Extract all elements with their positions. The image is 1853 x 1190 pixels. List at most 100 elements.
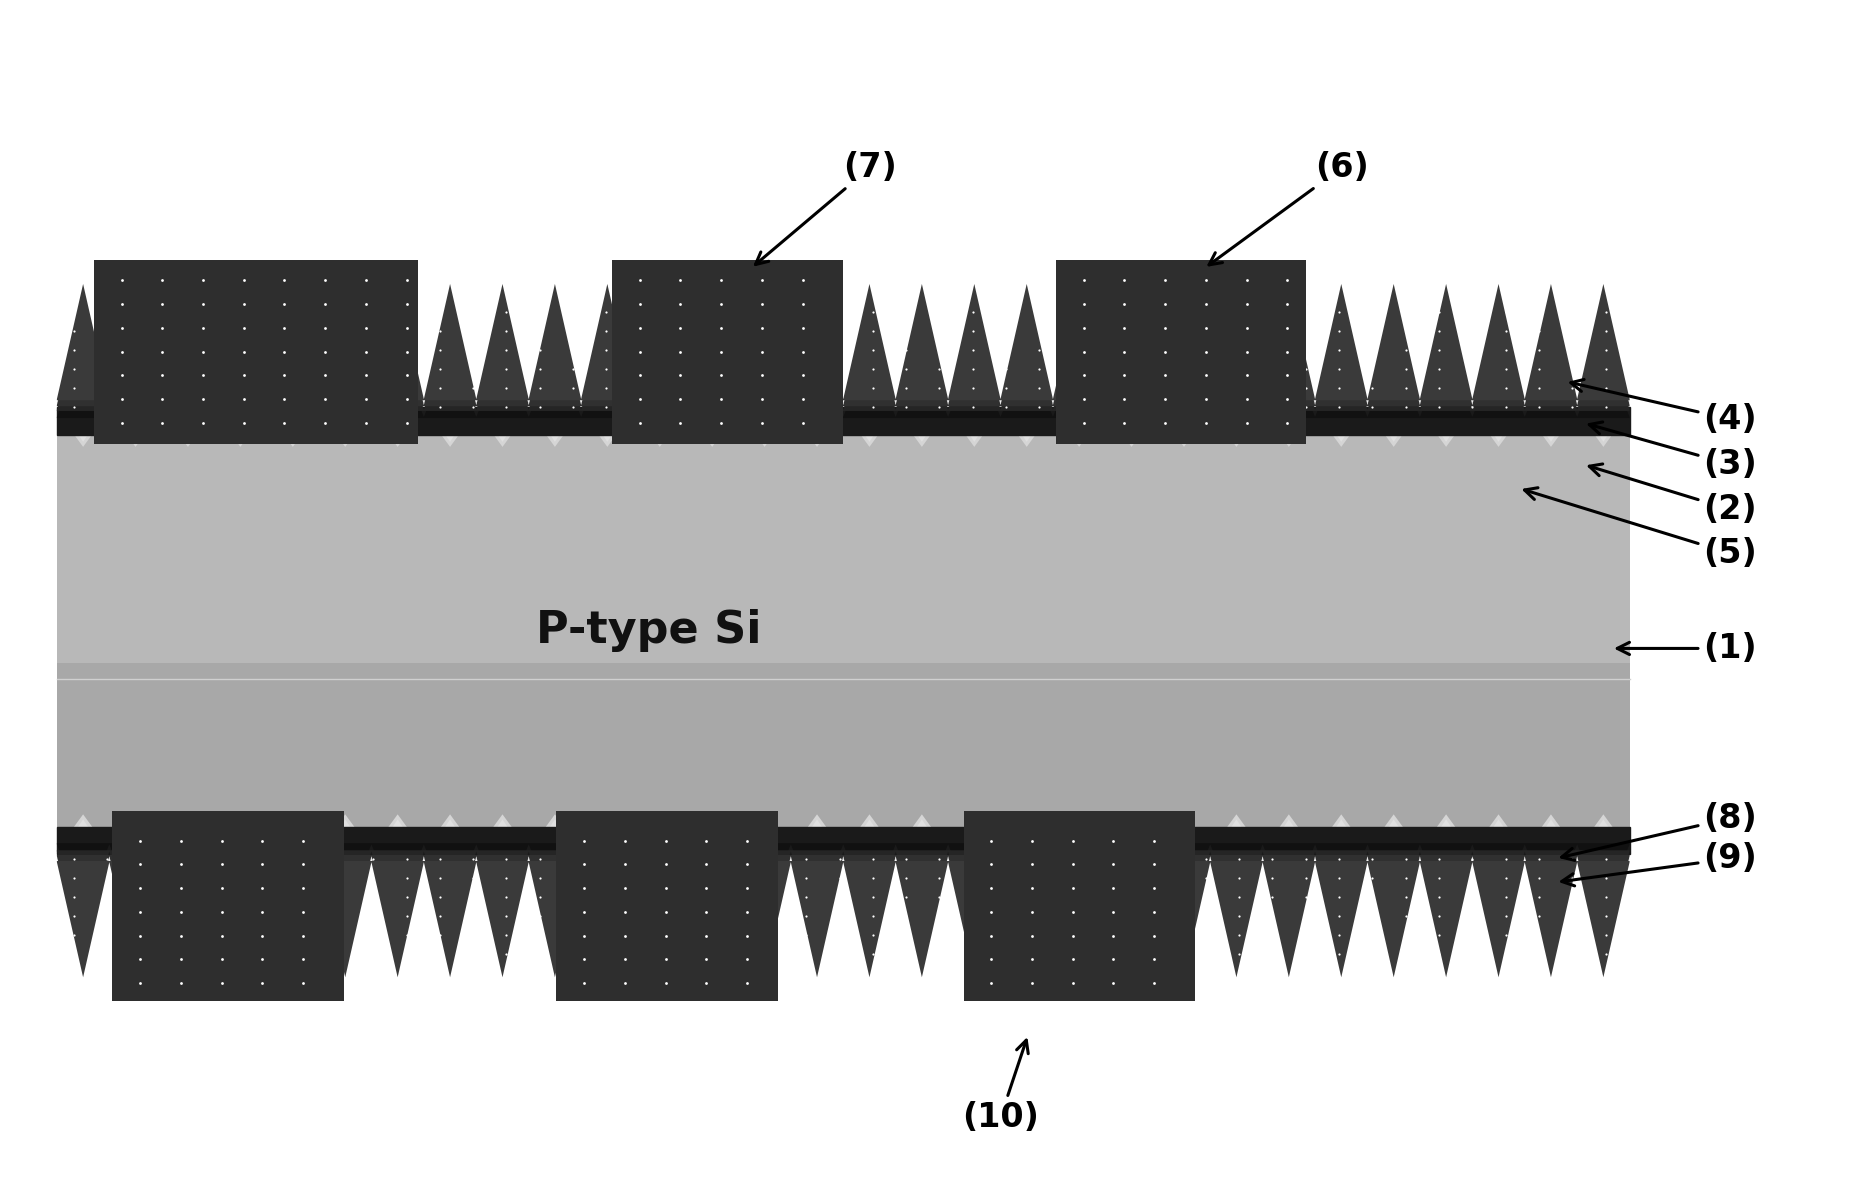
Point [1292, 303, 1321, 322]
Point [391, 397, 421, 416]
Point [1158, 887, 1188, 906]
Point [167, 926, 196, 945]
Point [193, 868, 222, 887]
Point [891, 925, 921, 944]
Point [271, 365, 300, 384]
Point [93, 925, 122, 944]
Point [391, 319, 421, 338]
Point [1590, 359, 1620, 378]
Point [293, 848, 322, 868]
Point [226, 303, 256, 322]
Point [226, 322, 256, 342]
Point [1258, 925, 1288, 944]
Point [1125, 397, 1154, 416]
Point [1110, 365, 1140, 384]
Point [624, 303, 654, 322]
Point [148, 271, 178, 290]
Point [1158, 359, 1188, 378]
Point [1158, 868, 1188, 887]
Point [491, 397, 521, 416]
Point [424, 378, 454, 397]
Point [665, 319, 695, 338]
Point [658, 378, 687, 397]
Point [1392, 868, 1421, 887]
Bar [1056, 261, 1306, 444]
Point [1151, 295, 1180, 314]
Point [289, 854, 319, 873]
Point [358, 906, 387, 925]
Text: (5): (5) [1525, 488, 1757, 570]
Point [358, 397, 387, 416]
Point [1151, 365, 1180, 384]
Text: (7): (7) [756, 151, 897, 264]
Bar [57, 428, 1629, 663]
Point [358, 887, 387, 906]
Point [558, 322, 587, 342]
Point [1358, 378, 1388, 397]
Point [591, 322, 621, 342]
Point [624, 359, 654, 378]
Point [991, 848, 1021, 868]
Point [1458, 848, 1488, 868]
Point [126, 378, 156, 397]
Point [591, 944, 621, 963]
Point [691, 906, 721, 925]
Point [788, 342, 817, 361]
Point [591, 378, 621, 397]
Point [624, 389, 654, 408]
Point [159, 359, 189, 378]
Point [788, 295, 817, 314]
Point [1191, 342, 1221, 361]
Point [126, 322, 156, 342]
Point [758, 868, 788, 887]
Point [1140, 878, 1169, 897]
Point [706, 342, 736, 361]
Point [1458, 906, 1488, 925]
Point [1058, 950, 1088, 969]
Point [1325, 378, 1355, 397]
Point [624, 378, 654, 397]
Point [1225, 303, 1254, 322]
Point [193, 303, 222, 322]
Point [1273, 389, 1303, 408]
Point [1557, 906, 1586, 925]
Point [691, 397, 721, 416]
Point [1590, 906, 1620, 925]
Point [1058, 359, 1088, 378]
Point [289, 973, 319, 992]
Point [1225, 925, 1254, 944]
Point [658, 944, 687, 963]
Point [93, 868, 122, 887]
Point [208, 902, 237, 921]
Point [725, 925, 754, 944]
Point [1458, 303, 1488, 322]
Point [148, 413, 178, 432]
Text: (6): (6) [1208, 151, 1369, 265]
Point [1292, 887, 1321, 906]
Point [59, 359, 89, 378]
Point [391, 342, 421, 361]
Point [558, 906, 587, 925]
Point [1025, 359, 1054, 378]
Point [1058, 926, 1088, 945]
Point [107, 389, 137, 408]
Point [1058, 906, 1088, 925]
Point [126, 854, 156, 873]
Point [1425, 868, 1455, 887]
Point [1273, 271, 1303, 290]
Point [293, 906, 322, 925]
Point [858, 340, 888, 359]
Point [691, 973, 721, 992]
Point [650, 832, 680, 851]
Point [958, 303, 988, 322]
Point [569, 854, 599, 873]
Polygon shape [57, 351, 1629, 418]
Point [324, 944, 354, 963]
Point [747, 319, 776, 338]
Point [925, 944, 954, 963]
Point [658, 925, 687, 944]
Polygon shape [57, 409, 1629, 447]
Point [350, 365, 380, 384]
Point [1091, 340, 1121, 359]
Point [1525, 378, 1555, 397]
